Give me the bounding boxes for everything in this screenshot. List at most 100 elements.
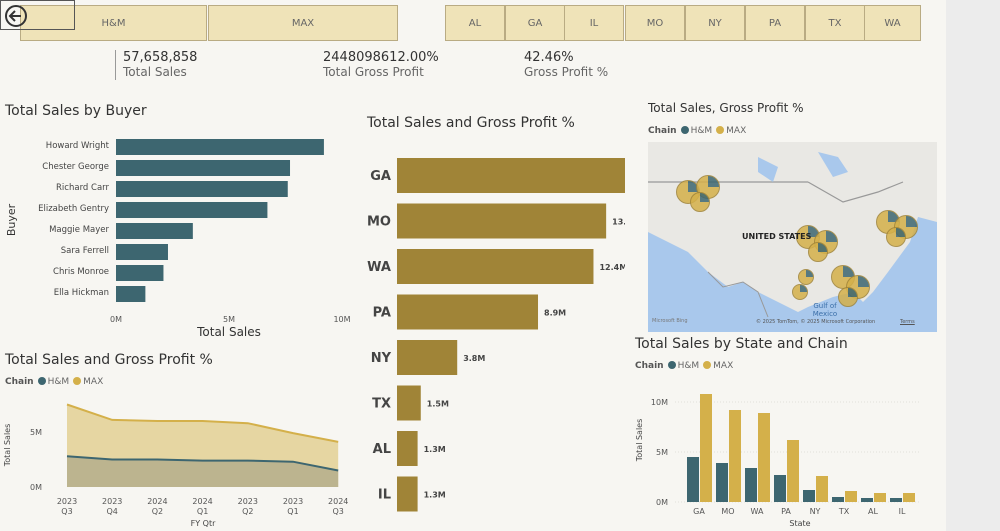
legend-max[interactable]: MAX <box>726 126 747 136</box>
map-legend: Chain H&M MAX <box>648 126 746 136</box>
kpi-total-gross-profit: 2448098612.00% Total Gross Profit <box>323 50 439 79</box>
buyer-bar <box>116 223 193 239</box>
state-label: WA <box>367 260 391 275</box>
kpi-value: 57,658,858 <box>123 50 198 65</box>
max-bar <box>758 413 770 502</box>
kpi-total-sales: 57,658,858 Total Sales <box>123 50 197 79</box>
area-chart-title: Total Sales and Gross Profit % <box>5 352 213 368</box>
map-title: Total Sales, Gross Profit % <box>648 101 804 115</box>
slicer-chain-hm[interactable]: H&M <box>20 5 207 41</box>
x-axis-title: State <box>789 519 810 528</box>
slicer-state-wa[interactable]: WA <box>864 5 921 41</box>
legend-hm[interactable]: H&M <box>690 126 713 136</box>
buyer-label: Chris Monroe <box>53 267 109 277</box>
map-land <box>648 142 937 318</box>
hm-line <box>66 455 339 472</box>
state-bar <box>397 294 539 330</box>
hm-area <box>67 456 339 487</box>
legend-title: Chain <box>648 126 677 136</box>
x-axis-title: Total Sales <box>196 325 261 339</box>
x-tick: GA <box>693 507 705 516</box>
buyer-chart-title: Total Sales by Buyer <box>5 103 147 119</box>
buyer-label: Elizabeth Gentry <box>38 204 109 214</box>
slicer-state-tx[interactable]: TX <box>805 5 865 41</box>
max-bar <box>787 440 799 502</box>
legend-hm[interactable]: H&M <box>677 361 700 371</box>
buyer-bar <box>116 265 164 281</box>
hm-dot-icon <box>680 126 689 134</box>
y-axis-title: Total Sales <box>635 419 644 463</box>
x-axis-title: FY Qtr <box>191 519 216 528</box>
map[interactable]: UNITED STATES Gulf of Mexico Microsoft B… <box>648 142 937 332</box>
state-label: IL <box>378 488 391 503</box>
y-tick: 10M <box>651 398 668 407</box>
slicer-state-ny[interactable]: NY <box>685 5 745 41</box>
buyer-label: Sara Ferrell <box>61 246 109 256</box>
x-tick: MO <box>721 507 734 516</box>
state-label: NY <box>371 351 392 366</box>
kpi-value: 2448098612.00% <box>323 50 439 65</box>
map-terms-link[interactable]: Terms <box>900 319 915 325</box>
legend-title: Chain <box>5 377 34 387</box>
state-chain-chart-title: Total Sales by State and Chain <box>635 336 848 352</box>
max-line <box>66 403 339 443</box>
map-pie-bubble[interactable] <box>808 242 828 262</box>
slicer-state-al[interactable]: AL <box>445 5 505 41</box>
state-bar <box>397 158 625 193</box>
bing-logo: Microsoft Bing <box>652 318 688 324</box>
slicer-state-pa[interactable]: PA <box>745 5 805 41</box>
data-label: 8.9M <box>544 309 566 318</box>
kpi-label: Total Sales <box>123 65 187 79</box>
buyer-label: Chester George <box>42 162 109 172</box>
x-tick: 2023 Q1 <box>283 497 303 516</box>
max-dot-icon <box>703 361 712 369</box>
state-bar <box>397 340 458 375</box>
x-tick: 2024 Q3 <box>328 497 348 516</box>
buyer-bar <box>116 160 291 176</box>
y-tick: 5M <box>30 428 42 437</box>
x-tick: PA <box>781 507 791 516</box>
slicer-chain-max[interactable]: MAX <box>208 5 398 41</box>
x-tick: 10M <box>333 315 350 324</box>
x-tick: NY <box>810 507 821 516</box>
x-tick: IL <box>899 507 906 516</box>
map-label-gulf: Gulf of Mexico <box>812 302 838 318</box>
max-bar <box>729 410 741 502</box>
kpi-divider <box>115 50 116 80</box>
map-pie-bubble[interactable] <box>886 227 906 247</box>
legend-hm[interactable]: H&M <box>47 377 70 387</box>
legend-max[interactable]: MAX <box>713 361 734 371</box>
back-button[interactable] <box>0 0 75 30</box>
buyer-label: Howard Wright <box>46 141 110 151</box>
x-tick: 2023 Q3 <box>57 497 77 516</box>
slicer-state-mo[interactable]: MO <box>625 5 685 41</box>
legend-max[interactable]: MAX <box>83 377 104 387</box>
x-tick: TX <box>838 507 850 516</box>
area-legend: Chain H&M MAX <box>5 377 103 387</box>
max-dot-icon <box>73 377 82 385</box>
buyer-label: Maggie Mayer <box>49 225 109 235</box>
map-pie-bubble[interactable] <box>792 284 808 300</box>
state-sales-chart-title: Total Sales and Gross Profit % <box>367 115 575 131</box>
state-label: AL <box>373 442 391 457</box>
y-tick: 5M <box>656 448 668 457</box>
state-label: GA <box>370 169 391 184</box>
map-pie-bubble[interactable] <box>838 287 858 307</box>
x-tick: 2023 Q4 <box>102 497 122 516</box>
slicer-state-ga[interactable]: GA <box>505 5 565 41</box>
data-label: 3.8M <box>463 354 485 363</box>
hm-bar <box>716 463 728 502</box>
hm-bar <box>745 468 757 502</box>
y-tick: 0M <box>656 498 668 507</box>
buyer-chart: Howard Wright Chester George Richard Carr E… <box>5 139 351 339</box>
scroll-area <box>946 0 1000 531</box>
hm-bar <box>861 498 873 502</box>
map-pie-bubble[interactable] <box>690 192 710 212</box>
slicer-state-il[interactable]: IL <box>564 5 624 41</box>
data-label: 1.3M <box>424 491 446 500</box>
state-chain-chart: 0M 5M 10M GA MO WA PA NY TX AL IL State Total Sales <box>635 394 920 528</box>
hm-bar <box>890 498 902 502</box>
kpi-label: Total Gross Profit <box>323 65 424 79</box>
max-bar <box>845 491 857 502</box>
map-pie-bubble[interactable] <box>798 269 814 285</box>
